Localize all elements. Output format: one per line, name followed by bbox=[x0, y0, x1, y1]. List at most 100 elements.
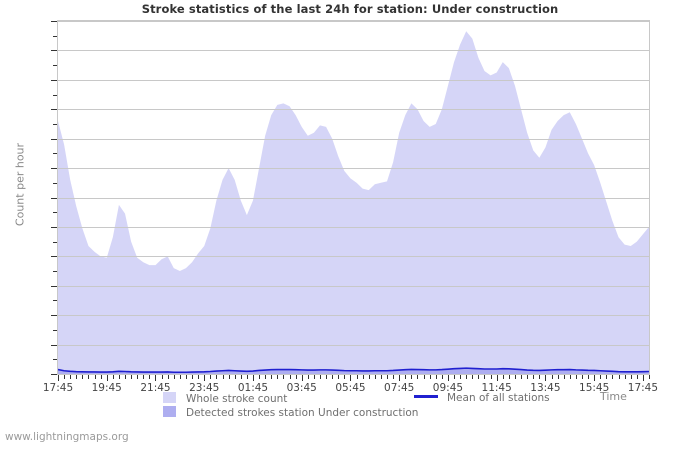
x-tick-minor bbox=[569, 375, 571, 379]
x-tick-minor bbox=[581, 375, 583, 379]
y-tick-minor bbox=[53, 182, 57, 184]
grid-line bbox=[58, 168, 649, 170]
y-tick-major bbox=[51, 344, 57, 346]
x-tick-minor bbox=[380, 375, 382, 379]
x-tick-minor bbox=[551, 375, 553, 379]
y-tick-minor bbox=[53, 94, 57, 96]
x-tick-label: 17:45 bbox=[627, 382, 659, 394]
y-tick-major bbox=[51, 50, 57, 52]
x-tick-minor bbox=[527, 375, 529, 379]
x-tick-minor bbox=[112, 375, 114, 379]
x-tick-minor bbox=[216, 375, 218, 379]
x-tick-minor bbox=[277, 375, 279, 379]
x-tick-minor bbox=[118, 375, 120, 379]
plot-area bbox=[57, 20, 650, 375]
x-tick-label: 15:45 bbox=[579, 382, 610, 394]
y-tick-major bbox=[51, 21, 57, 22]
y-tick-minor bbox=[53, 153, 57, 155]
x-tick-label: 13:45 bbox=[530, 382, 561, 394]
x-tick-major bbox=[545, 375, 547, 381]
x-tick-minor bbox=[319, 375, 321, 379]
x-tick-minor bbox=[472, 375, 474, 379]
plot-svg bbox=[58, 31, 649, 374]
x-tick-minor bbox=[173, 375, 175, 379]
legend-item-detected[interactable]: Detected strokes station Under construct… bbox=[163, 406, 418, 419]
y-tick-major bbox=[51, 315, 57, 317]
x-tick-label: 19:45 bbox=[91, 382, 122, 394]
x-tick-minor bbox=[100, 375, 102, 379]
x-tick-minor bbox=[161, 375, 163, 379]
legend-label-whole: Whole stroke count bbox=[186, 393, 288, 405]
legend-swatch-detected bbox=[163, 406, 176, 417]
x-tick-minor bbox=[143, 375, 145, 379]
x-tick-minor bbox=[405, 375, 407, 379]
y-tick-minor bbox=[53, 241, 57, 243]
x-tick-minor bbox=[192, 375, 194, 379]
x-tick-minor bbox=[131, 375, 133, 379]
x-tick-minor bbox=[630, 375, 632, 379]
x-tick-minor bbox=[624, 375, 626, 379]
series-mean-of-all-stations bbox=[58, 367, 649, 374]
legend-item-mean[interactable]: Mean of all stations bbox=[414, 392, 550, 404]
x-tick-minor bbox=[94, 375, 96, 379]
x-tick-minor bbox=[514, 375, 516, 379]
x-tick-major bbox=[496, 375, 498, 381]
y-tick-major bbox=[51, 109, 57, 111]
x-tick-major bbox=[447, 375, 449, 381]
x-tick-minor bbox=[70, 375, 72, 379]
x-tick-minor bbox=[387, 375, 388, 379]
x-tick-minor bbox=[411, 375, 413, 379]
series-whole-stroke-count bbox=[58, 31, 649, 374]
x-tick-minor bbox=[393, 375, 395, 379]
x-tick-minor bbox=[490, 375, 492, 379]
grid-line bbox=[58, 197, 649, 199]
legend-item-whole[interactable]: Whole stroke count bbox=[163, 392, 287, 405]
x-tick-minor bbox=[575, 375, 577, 379]
y-tick-major bbox=[51, 374, 57, 375]
x-axis-label: Time bbox=[600, 390, 627, 403]
x-tick-minor bbox=[484, 375, 486, 379]
x-tick-minor bbox=[326, 375, 328, 379]
legend-label-mean: Mean of all stations bbox=[447, 392, 550, 404]
chart-legend: Whole stroke count Detected strokes stat… bbox=[0, 392, 700, 422]
y-tick-major bbox=[51, 168, 57, 170]
x-tick-minor bbox=[283, 375, 285, 379]
x-tick-minor bbox=[210, 375, 212, 379]
x-tick-minor bbox=[600, 375, 602, 379]
x-tick-minor bbox=[76, 375, 78, 379]
x-tick-minor bbox=[423, 375, 425, 379]
y-tick-minor bbox=[53, 271, 57, 273]
x-tick-minor bbox=[185, 375, 187, 379]
x-tick-label: 11:45 bbox=[481, 382, 512, 394]
x-tick-minor bbox=[149, 375, 151, 379]
y-tick-major bbox=[51, 79, 57, 81]
y-tick-major bbox=[51, 256, 57, 258]
grid-line bbox=[58, 374, 649, 375]
x-tick-minor bbox=[374, 375, 376, 379]
y-tick-major bbox=[51, 138, 57, 140]
x-tick-minor bbox=[198, 375, 200, 379]
legend-swatch-whole bbox=[163, 392, 176, 403]
x-tick-minor bbox=[435, 375, 437, 379]
x-tick-minor bbox=[441, 375, 443, 379]
y-tick-minor bbox=[53, 123, 57, 125]
x-tick-minor bbox=[533, 375, 535, 379]
x-tick-minor bbox=[82, 375, 84, 379]
x-tick-minor bbox=[362, 375, 364, 379]
x-tick-major bbox=[350, 375, 352, 381]
legend-line-mean bbox=[414, 395, 438, 398]
x-tick-minor bbox=[563, 375, 565, 379]
x-tick-minor bbox=[454, 375, 456, 379]
x-tick-label: 17:45 bbox=[42, 382, 74, 394]
x-tick-minor bbox=[332, 375, 334, 379]
x-tick-minor bbox=[222, 375, 224, 379]
x-tick-minor bbox=[417, 375, 419, 379]
x-tick-minor bbox=[502, 375, 504, 379]
x-tick-minor bbox=[649, 375, 650, 379]
x-tick-minor bbox=[88, 375, 90, 379]
y-tick-minor bbox=[53, 300, 57, 302]
x-tick-major bbox=[204, 375, 206, 381]
x-tick-minor bbox=[246, 375, 248, 379]
grid-line bbox=[58, 79, 649, 81]
